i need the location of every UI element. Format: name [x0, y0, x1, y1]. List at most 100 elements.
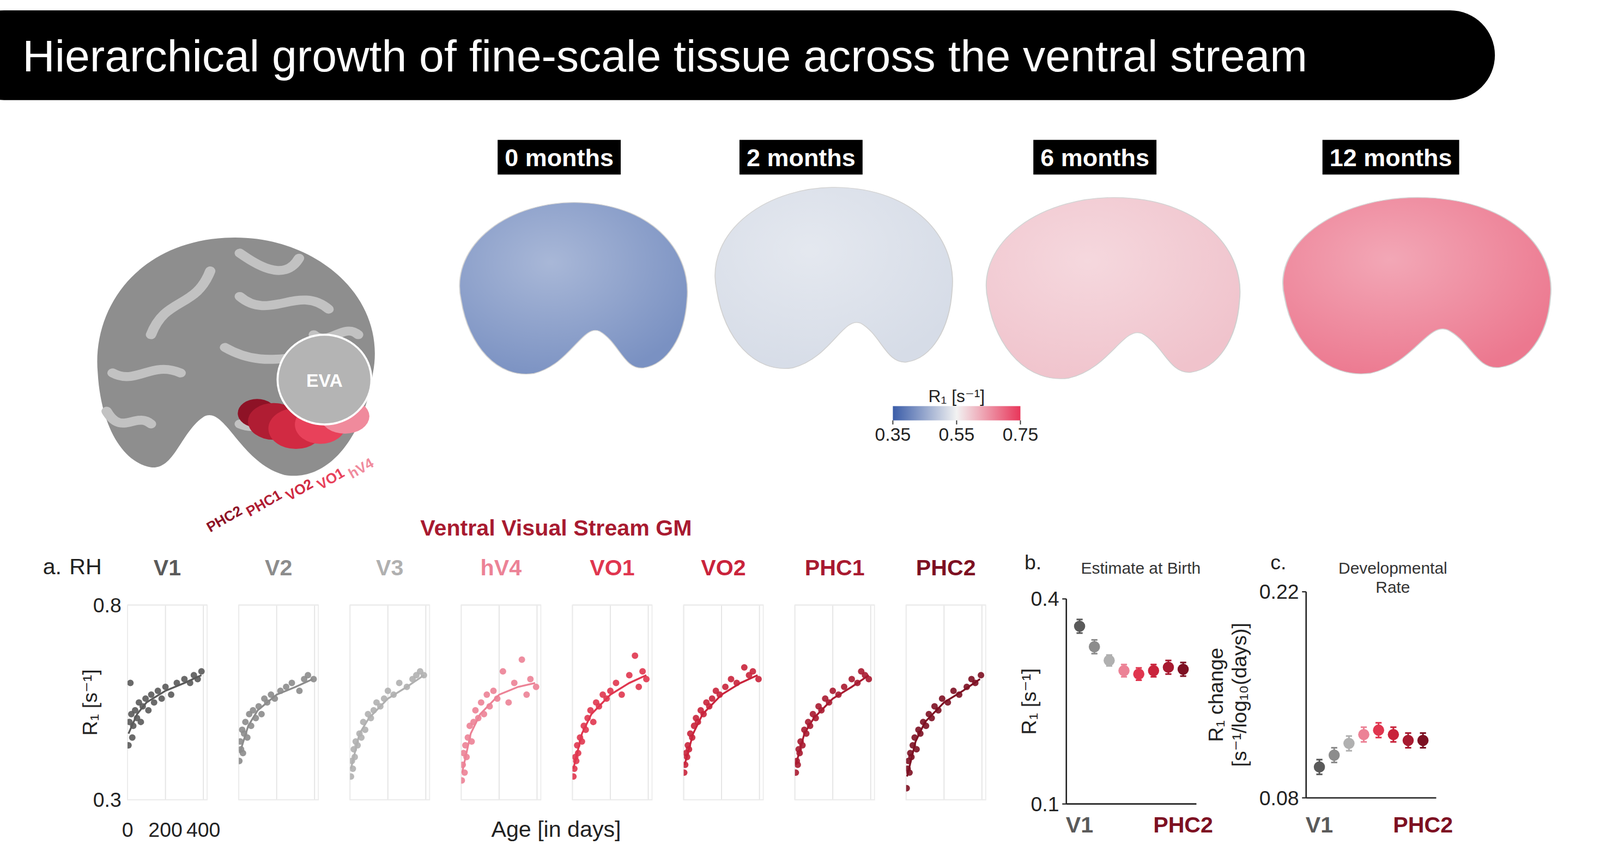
- x-axis: [1066, 803, 1197, 805]
- grid-line: [759, 605, 761, 801]
- panel-frame: [461, 605, 541, 801]
- map-label: 6 months: [1040, 143, 1150, 172]
- data-point: [144, 707, 152, 714]
- data-point: [526, 675, 534, 683]
- data-point: [461, 777, 465, 784]
- fit-line: [462, 683, 536, 774]
- panel-frame: [795, 605, 875, 801]
- data-point: [749, 668, 756, 675]
- panel-title-line: Developmental: [1338, 559, 1448, 578]
- map-label-box: [1033, 140, 1157, 175]
- fit-line: [128, 675, 202, 734]
- data-point: [722, 683, 729, 691]
- y-tick: [1301, 797, 1306, 799]
- panel-frame: [127, 605, 208, 801]
- data-point: [477, 699, 485, 706]
- marks: [1313, 723, 1429, 775]
- data-point: [167, 691, 175, 699]
- data-point: [612, 680, 620, 687]
- data-point: [590, 718, 597, 726]
- map-label: 2 months: [746, 143, 856, 172]
- data-point: [349, 773, 355, 780]
- data-point: [727, 675, 735, 683]
- scatter-panel: [681, 605, 764, 801]
- data-point: [635, 683, 642, 691]
- brain-map: [986, 197, 1241, 379]
- y-tick-label: 0.08: [1259, 786, 1300, 810]
- atlas-region: [277, 334, 372, 425]
- data-point: [137, 718, 144, 726]
- y-axis-title-line: R₁ change: [1204, 647, 1228, 743]
- data-point: [848, 675, 856, 683]
- data-point: [505, 699, 512, 706]
- grid-line: [981, 605, 983, 801]
- data-point: [1177, 663, 1190, 676]
- data-point: [288, 680, 296, 687]
- atlas-label: VO2: [282, 475, 316, 505]
- data-point: [1088, 641, 1101, 653]
- panel-name: VO1: [589, 555, 635, 581]
- grid-line: [313, 605, 315, 801]
- data-point: [906, 785, 911, 792]
- panel-title: Estimate at Birth: [1081, 559, 1202, 578]
- data-point: [572, 773, 577, 780]
- brain-outline: [97, 237, 375, 476]
- x-axis: [1306, 797, 1437, 799]
- y-axis: [1065, 598, 1068, 804]
- panel-title: Ventral Visual Stream GM: [420, 515, 692, 541]
- map-label-box: [739, 140, 863, 175]
- data-point: [489, 687, 497, 695]
- marks: [349, 668, 428, 780]
- brain-map: [459, 202, 688, 375]
- x-tick-label: 0: [122, 818, 134, 842]
- y-tick-label: 0.1: [1031, 792, 1060, 816]
- scatter-panel: [125, 605, 208, 801]
- y-tick-label: 0.4: [1031, 587, 1060, 611]
- colorbar-label: R₁ [s⁻¹]: [928, 386, 986, 406]
- panel-frame: [238, 605, 319, 801]
- colorbar-tick-label: 0.55: [938, 423, 975, 445]
- data-point: [639, 668, 646, 675]
- data-point: [631, 652, 639, 660]
- data-point: [396, 680, 403, 687]
- data-point: [523, 691, 530, 699]
- grid-line: [165, 605, 167, 801]
- panel-name: V3: [376, 555, 404, 581]
- panel-letter: a.: [43, 554, 62, 580]
- marks: [238, 671, 317, 765]
- atlas-label: PHC1: [243, 486, 285, 520]
- brain-map-shading: [1282, 197, 1551, 374]
- marks: [1074, 619, 1190, 681]
- brain-map-surface: [986, 197, 1241, 379]
- brain-map-shading: [986, 197, 1241, 379]
- atlas-label: hV4: [345, 454, 377, 482]
- brain-gyrus: [239, 253, 300, 271]
- brain-map-surface: [714, 187, 953, 369]
- marks: [461, 656, 539, 785]
- map-label-box: [1322, 140, 1460, 175]
- atlas-brain: [97, 237, 375, 476]
- y-tick-label: 0.22: [1259, 580, 1300, 604]
- y-tick: [1062, 598, 1066, 600]
- scatter-panel: [570, 605, 652, 801]
- y-axis-title: R₁ change[s⁻¹/log₁₀(days)]: [1204, 622, 1251, 767]
- fit-line: [239, 679, 313, 754]
- grid-line: [609, 605, 611, 801]
- data-point: [511, 680, 518, 687]
- data-point: [304, 671, 312, 679]
- brain-gyrus: [112, 369, 181, 378]
- atlas-label: VO1: [314, 464, 348, 493]
- data-point: [1358, 729, 1370, 741]
- scatter-panel: [903, 605, 986, 801]
- brain-map-surface: [1282, 197, 1551, 374]
- y-axis-title-line: R₁ [s⁻¹]: [1017, 668, 1041, 736]
- data-point: [198, 668, 205, 675]
- brain-map-shading: [459, 202, 688, 375]
- y-axis-title: R₁ [s⁻¹]: [78, 669, 102, 736]
- panel-name: hV4: [480, 555, 523, 581]
- grid-line: [870, 605, 872, 801]
- panel-title-line: Estimate at Birth: [1081, 559, 1202, 578]
- data-point: [384, 687, 392, 695]
- panel-frame: [906, 605, 986, 801]
- data-point: [683, 769, 688, 777]
